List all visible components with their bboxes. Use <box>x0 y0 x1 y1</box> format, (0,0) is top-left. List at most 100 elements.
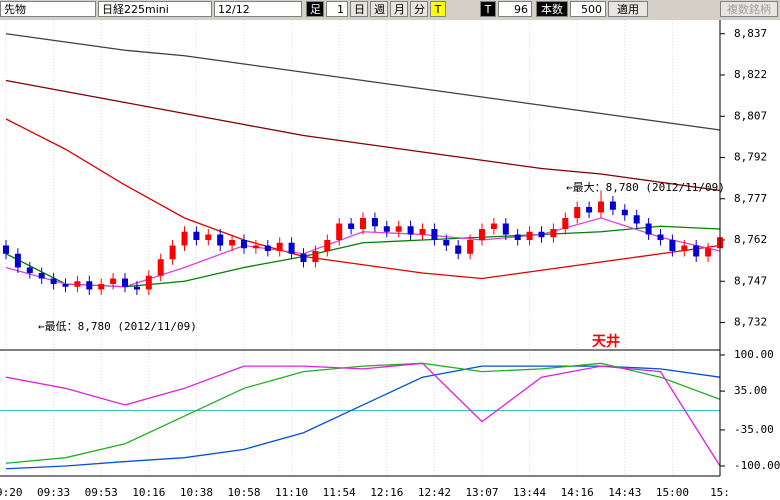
candle-body <box>252 245 259 249</box>
candle-body <box>74 281 81 287</box>
candle-body <box>360 218 366 229</box>
annotation: ←最低：8,780 (2012/11/09) <box>38 320 197 333</box>
candle-body <box>110 278 117 284</box>
multi-button[interactable]: 複数銘柄 <box>720 1 778 17</box>
candle-body <box>38 273 45 279</box>
minute-button[interactable]: 分 <box>410 1 428 17</box>
candle-body <box>705 248 712 257</box>
candle-body <box>657 234 664 240</box>
candle-body <box>621 209 628 216</box>
candle-body <box>122 278 128 287</box>
candle-body <box>288 242 295 254</box>
candle-body <box>14 253 21 268</box>
apply-button[interactable]: 適用 <box>608 1 648 17</box>
candle-body <box>145 275 152 290</box>
x-tick-label: 14:16 <box>561 486 594 499</box>
candle-body <box>26 267 33 273</box>
candle-body <box>62 284 69 287</box>
candle-body <box>681 245 688 251</box>
candle-body <box>371 218 378 227</box>
candle-body <box>3 245 9 254</box>
x-tick-label: 13:07 <box>465 486 498 499</box>
y-tick-label: 8,792 <box>734 151 767 164</box>
bar-count[interactable]: 1 <box>326 1 348 17</box>
y-tick-label: 8,777 <box>734 192 767 205</box>
count-label: 本数 <box>536 1 568 17</box>
line <box>5 33 721 131</box>
candle-body <box>455 245 462 254</box>
candle-body <box>50 278 57 284</box>
line <box>5 362 721 467</box>
y-tick-label: 8,822 <box>734 68 767 81</box>
candle-body <box>193 231 200 240</box>
y-tick-label: 100.00 <box>734 348 774 361</box>
tick-input[interactable]: 96 <box>498 1 532 17</box>
x-tick-label: 09:33 <box>37 486 70 499</box>
x-tick-label: 13:44 <box>513 486 546 499</box>
candle-body <box>157 259 164 276</box>
plot-bg <box>0 20 780 500</box>
candle-body <box>348 223 355 229</box>
candle-body <box>574 207 581 218</box>
line <box>5 118 721 280</box>
x-tick-label: 10:16 <box>132 486 165 499</box>
y-tick-label: -100.00 <box>734 459 780 472</box>
candle-body <box>419 229 426 235</box>
candle-body <box>443 240 450 246</box>
y-tick-label: 8,762 <box>734 233 767 246</box>
x-tick-label: 11:10 <box>275 486 308 499</box>
candle-body <box>312 251 319 262</box>
candle-body <box>526 231 533 240</box>
candle-body <box>133 286 140 290</box>
month-button[interactable]: 月 <box>390 1 408 17</box>
candle-body <box>467 240 474 254</box>
candle-body <box>490 223 497 229</box>
candle-body <box>431 229 438 240</box>
candle-body <box>98 284 105 290</box>
x-tick-label: 12:42 <box>418 486 451 499</box>
candle-body <box>383 226 390 232</box>
candle-body <box>169 245 176 260</box>
symbol-select[interactable]: 日経225mini <box>98 1 212 17</box>
tick-button[interactable]: T <box>430 1 446 17</box>
candle-body <box>407 226 414 235</box>
day-button[interactable]: 日 <box>350 1 368 17</box>
x-tick-label: 09:20 <box>0 486 23 499</box>
candle-body <box>241 240 247 249</box>
candle-body <box>633 215 640 224</box>
line <box>5 362 721 464</box>
candle-body <box>609 201 616 210</box>
candle-body <box>229 240 236 246</box>
candle-body <box>324 240 331 251</box>
count-input[interactable]: 500 <box>570 1 606 17</box>
candle-body <box>598 201 604 213</box>
candle-body <box>86 281 93 290</box>
candle-body <box>205 234 212 240</box>
candle-body <box>276 242 283 251</box>
week-button[interactable]: 週 <box>370 1 388 17</box>
candle-body <box>669 240 676 251</box>
x-tick-label: 15: <box>710 486 730 499</box>
market-select[interactable]: 先物 <box>0 1 96 17</box>
candle-body <box>336 223 343 240</box>
candle-body <box>562 218 569 229</box>
contract-select[interactable]: 12/12 <box>214 1 302 17</box>
candle-body <box>693 245 700 257</box>
candle-body <box>645 223 652 235</box>
annotation: 天井 <box>592 333 620 350</box>
x-tick-label: 09:53 <box>85 486 118 499</box>
x-tick-label: 12:16 <box>370 486 403 499</box>
candle-body <box>181 231 188 246</box>
y-tick-label: 35.00 <box>734 384 767 397</box>
candle-body <box>550 229 557 238</box>
y-tick-label: 8,807 <box>734 109 767 122</box>
x-tick-label: 15:00 <box>656 486 689 499</box>
toolbar: 先物 日経225mini 12/12 足 1 日 週 月 分 T T 96 本数… <box>0 0 780 20</box>
candle-body <box>217 234 224 246</box>
y-tick-label: 8,732 <box>734 316 767 329</box>
bar-label: 足 <box>306 1 324 17</box>
candle-body <box>300 253 307 262</box>
line <box>5 79 721 192</box>
candle-body <box>586 207 593 213</box>
